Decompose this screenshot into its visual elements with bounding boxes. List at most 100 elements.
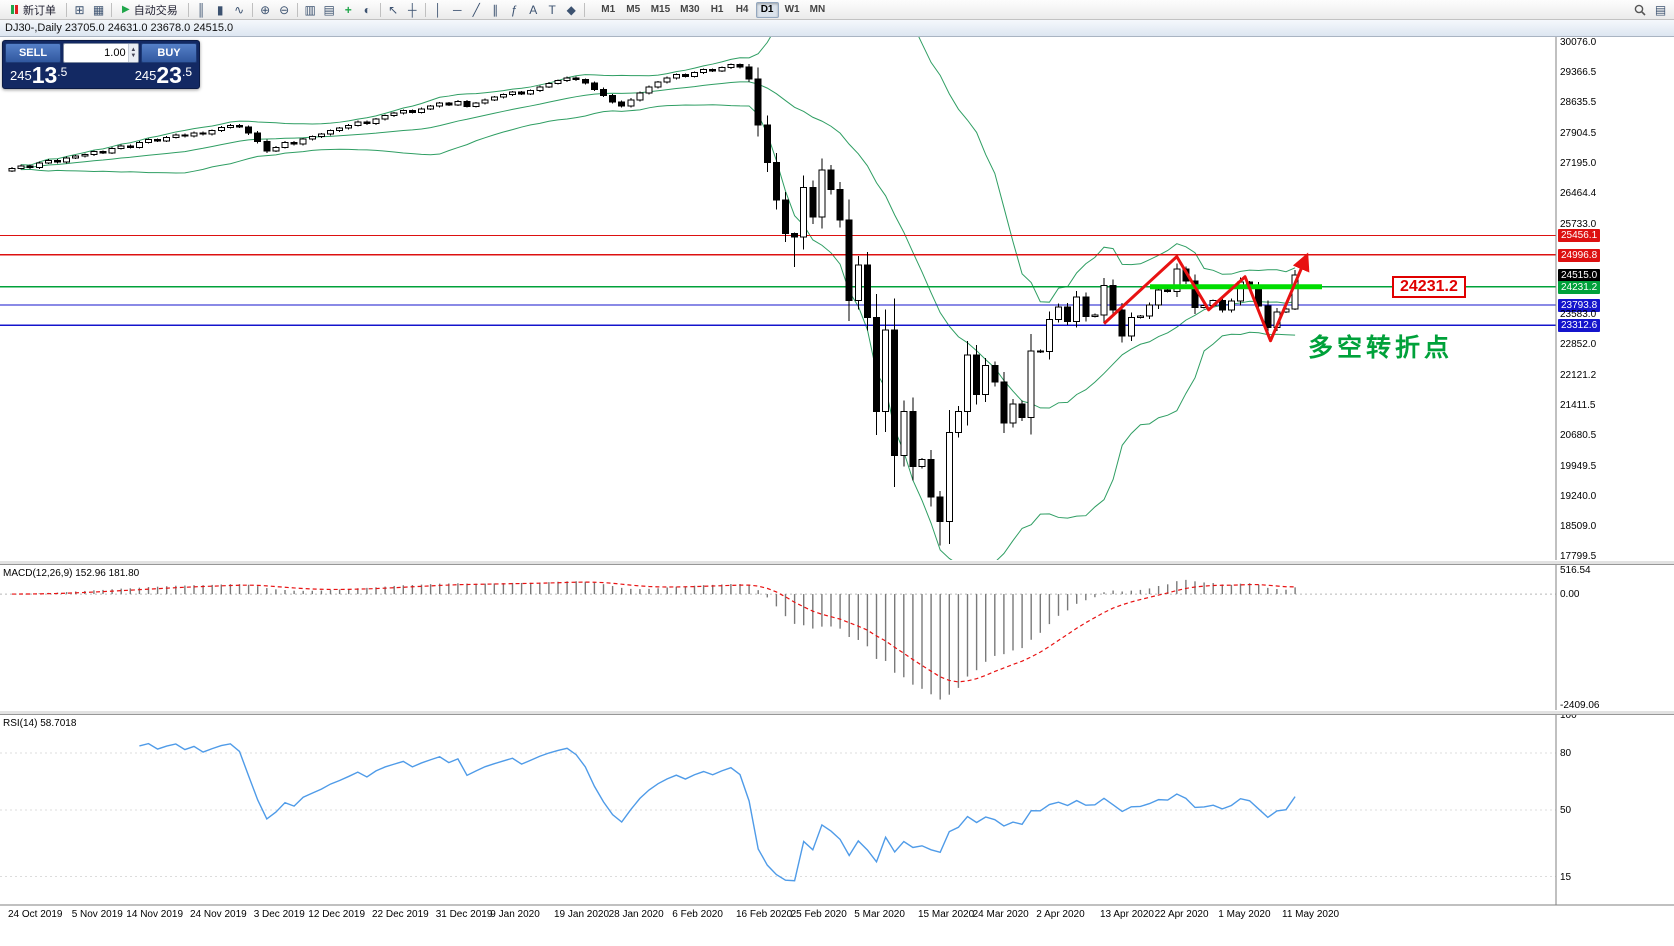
zoom-out-icon[interactable]: ⊖ (279, 2, 290, 17)
toolbar-separator (251, 2, 253, 17)
cascade-windows-icon[interactable]: ▤ (323, 2, 335, 17)
candle-body (672, 74, 680, 79)
horizontal-line-icon[interactable]: ─ (452, 2, 462, 17)
volume-field[interactable]: ▲▼ (63, 43, 139, 63)
candle-body (1227, 300, 1235, 311)
candle-body (226, 124, 234, 128)
candle-body (627, 99, 635, 107)
spin-down-icon[interactable]: ▼ (130, 53, 137, 59)
panels-icon[interactable]: ▤ (1654, 2, 1667, 17)
candle-body (17, 165, 25, 169)
spin-up-icon[interactable]: ▲ (130, 47, 137, 53)
tile-windows-icon[interactable]: ▥ (304, 2, 316, 17)
shapes-icon[interactable]: ◆ (566, 2, 576, 17)
text-label-icon[interactable]: T (548, 2, 556, 17)
candle-body (8, 167, 16, 172)
candle-body (272, 146, 280, 152)
profiles-icon[interactable]: ▦ (92, 2, 105, 17)
candle-body (63, 157, 71, 163)
timeframe-w1[interactable]: W1 (784, 4, 800, 15)
panel-splitter[interactable] (0, 560, 1674, 565)
new-order-button[interactable]: 新订单 (4, 1, 63, 18)
channel-icon[interactable]: ∥ (492, 2, 499, 17)
sell-button[interactable]: SELL (5, 43, 61, 63)
candle-body (1000, 381, 1008, 424)
candle-body (618, 101, 626, 107)
chart-title: DJ30-,Daily 23705.0 24631.0 23678.0 2451… (5, 22, 234, 34)
fibonacci-icon[interactable]: ƒ (510, 2, 518, 17)
candle-body (509, 91, 516, 96)
candle-body (390, 112, 398, 117)
bollinger-bands (21, 37, 1296, 560)
indicators-icon[interactable]: + (344, 2, 352, 17)
turning-point-note[interactable]: 多空转折点 (1308, 334, 1454, 362)
bollinger-middle (21, 81, 1296, 409)
chart-caption-bar: DJ30-,Daily 23705.0 24631.0 23678.0 2451… (0, 20, 1674, 37)
line-chart-icon[interactable]: ∿ (234, 2, 245, 17)
candle-body (181, 134, 189, 137)
zigzag-annotation[interactable] (1102, 252, 1310, 343)
candle-body (454, 100, 462, 106)
candle-body (290, 141, 298, 145)
timeframe-mn[interactable]: MN (809, 4, 826, 15)
volume-spinner[interactable]: ▲ ▼ (127, 44, 138, 62)
candlestick-chart-icon[interactable]: ▮ (216, 2, 224, 17)
cursor-icon[interactable]: ↖ (388, 2, 399, 17)
zoom-in-icon[interactable]: ⊕ (260, 2, 271, 17)
candle-body (408, 110, 416, 113)
candle-body (490, 96, 498, 101)
period-sets-icon[interactable]: ◐ (363, 2, 371, 17)
candle-body (418, 108, 425, 113)
candle-body (1118, 309, 1126, 337)
toolbar-separator (187, 2, 189, 17)
toolbar-separator (111, 2, 112, 17)
candle-body (499, 94, 507, 98)
candle-body (973, 354, 981, 396)
candle-body (518, 91, 526, 95)
candle-body (1155, 289, 1163, 306)
buy-button[interactable]: BUY (141, 43, 197, 63)
vertical-line-icon[interactable]: │ (434, 2, 442, 17)
timeframe-h4[interactable]: H4 (735, 4, 749, 15)
timeframe-h1[interactable]: H1 (710, 4, 724, 15)
candle-body (754, 78, 762, 126)
search-icon[interactable] (1630, 1, 1649, 18)
timeframe-m30[interactable]: M30 (680, 4, 700, 15)
timeframe-group: M1 M5 M15 M30 H1 H4 D1 W1 MN (596, 1, 830, 18)
autotrading-button[interactable]: ▶ 自动交易 (115, 1, 185, 18)
candle-body (99, 151, 107, 154)
bar-chart-icon[interactable]: ║ (196, 2, 206, 17)
trendline-icon[interactable]: ╱ (472, 2, 480, 17)
volume-input[interactable] (64, 47, 128, 59)
crosshair-icon[interactable]: ┼ (407, 2, 417, 17)
candle-body (1173, 268, 1181, 292)
candle-body (1127, 316, 1135, 337)
candle-body (936, 496, 944, 523)
candle-body (827, 169, 835, 191)
toolbar-separator (583, 2, 585, 17)
candle-body (145, 139, 152, 143)
toolbar-right-group: ▤ (1630, 1, 1670, 18)
timeframe-m1[interactable]: M1 (601, 4, 616, 15)
candle-body (354, 121, 362, 126)
candle-body (1009, 403, 1017, 424)
candle-body (381, 115, 389, 120)
candle-body (727, 64, 735, 69)
new-chart-icon[interactable]: ⊞ (74, 2, 85, 17)
candle-body (782, 199, 789, 235)
timeframe-m15[interactable]: M15 (650, 4, 671, 15)
candle-body (745, 66, 753, 80)
candle-body (372, 118, 380, 125)
candle-body (800, 187, 808, 238)
price-annotation[interactable]: 24231.2 (1392, 276, 1466, 298)
candle-body (217, 126, 225, 132)
candle-body (126, 145, 134, 148)
text-icon[interactable]: A (529, 2, 538, 17)
panel-splitter[interactable] (0, 710, 1674, 715)
timeframe-d1[interactable]: D1 (755, 1, 779, 18)
candle-body (1027, 350, 1035, 419)
timeframe-m5[interactable]: M5 (626, 4, 641, 15)
candle-body (1164, 289, 1172, 292)
candle-body (399, 110, 407, 114)
